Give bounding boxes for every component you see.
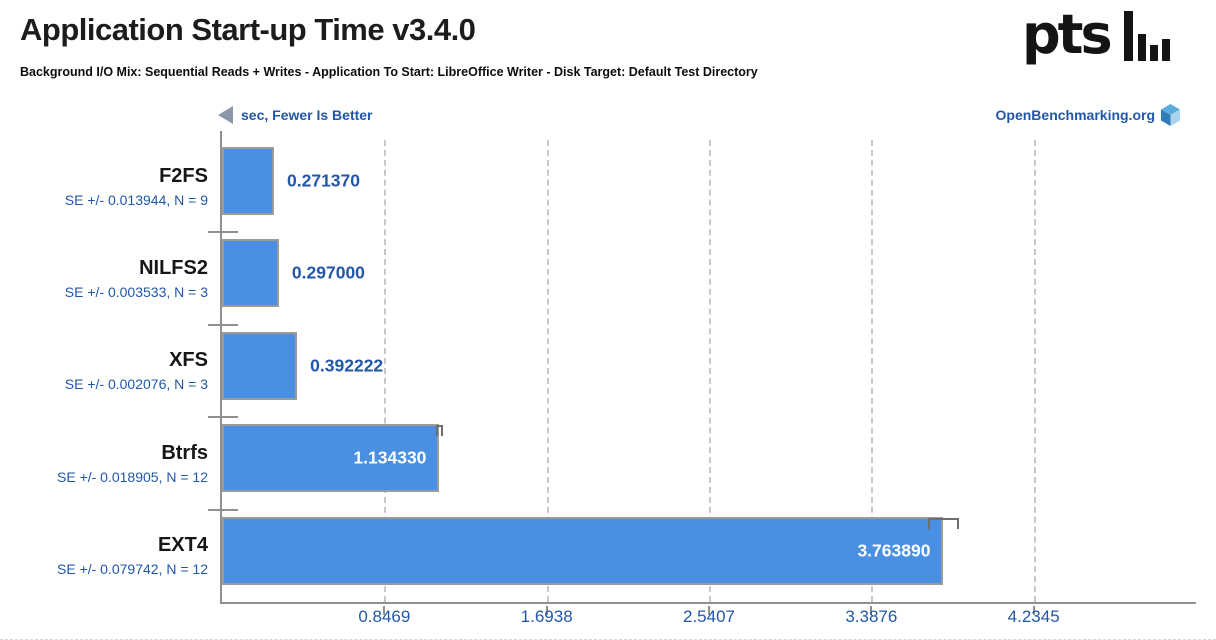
x-tick-label: 3.3876: [845, 607, 898, 626]
bar-value: 3.763890: [857, 540, 931, 561]
x-axis-tick: [383, 606, 386, 615]
x-axis-tick: [870, 606, 873, 615]
bar: [222, 147, 275, 215]
grid-line: [709, 140, 711, 602]
bar: 3.763890: [222, 516, 944, 585]
y-axis-tick: [208, 231, 238, 234]
bar-row: 0.297000: [222, 232, 1196, 324]
unit-note: sec, Fewer Is Better: [218, 106, 373, 124]
row-label: EXT4: [157, 534, 208, 557]
y-axis-tick: [208, 508, 238, 511]
grid-line: [546, 140, 549, 602]
row-label: NILFS2: [139, 257, 208, 280]
error-whisker: [435, 425, 444, 437]
bar-row: 1.134330: [222, 417, 1196, 509]
plot-area: 0.271370 0.297000 0.392222 1.134330 3.763890: [208, 131, 1196, 615]
x-axis-tick: [545, 606, 548, 615]
row-se-label: SE +/- 0.079742, N = 12: [57, 561, 208, 578]
error-whisker: [928, 517, 959, 529]
x-tick-label: 2.5407: [683, 607, 735, 626]
row-se-label: SE +/- 0.002076, N = 3: [64, 376, 208, 393]
bar-row: 0.392222: [222, 325, 1196, 417]
bar-row: 3.763890: [222, 510, 1196, 602]
grid-line: [384, 140, 387, 602]
x-tick-label: 4.2345: [1007, 607, 1060, 626]
left-arrow-icon: [218, 106, 233, 124]
bar-row: 0.271370: [222, 140, 1196, 232]
pts-logo: pts: [1022, 3, 1192, 75]
row-label: Btrfs: [161, 441, 208, 464]
openbenchmarking-cube-icon: [1161, 104, 1180, 126]
pts-logo-icon: pts: [1022, 3, 1170, 66]
bar: [222, 331, 298, 400]
row-label-block: XFS SE +/- 0.002076, N = 3: [0, 325, 208, 417]
y-axis-line: [220, 131, 222, 604]
x-axis-labels: 0.8469 1.6938 2.5407 3.3876 4.2345: [222, 607, 1196, 631]
x-tick-label: 0.8469: [358, 607, 411, 626]
grid-line: [871, 140, 874, 602]
chart-subtitle: Background I/O Mix: Sequential Reads + W…: [20, 65, 758, 79]
bar-value: 0.271370: [287, 170, 361, 191]
openbenchmarking-link[interactable]: OpenBenchmarking.org: [996, 104, 1180, 126]
x-axis-tick: [708, 606, 710, 615]
row-label-block: EXT4 SE +/- 0.079742, N = 12: [0, 510, 208, 602]
bar: [222, 239, 279, 308]
page-title: Application Start-up Time v3.4.0: [20, 12, 476, 47]
pts-logo-text: pts: [1024, 6, 1110, 66]
row-label-block: NILFS2 SE +/- 0.003533, N = 3: [0, 232, 208, 324]
x-tick-label: 1.6938: [520, 607, 573, 626]
row-label: F2FS: [159, 164, 208, 187]
row-label-block: F2FS SE +/- 0.013944, N = 9: [0, 140, 208, 232]
unit-note-label: sec, Fewer Is Better: [241, 107, 373, 123]
y-axis-tick: [208, 416, 238, 419]
row-label-block: Btrfs SE +/- 0.018905, N = 12: [0, 417, 208, 509]
bar-value: 0.392222: [310, 355, 384, 376]
bar: 1.134330: [222, 424, 440, 493]
row-se-label: SE +/- 0.018905, N = 12: [57, 468, 208, 485]
bar-value: 1.134330: [353, 447, 427, 468]
bar-value: 0.297000: [291, 262, 365, 283]
y-axis-tick: [208, 323, 238, 326]
row-se-label: SE +/- 0.003533, N = 3: [64, 284, 208, 301]
x-axis-tick: [1032, 606, 1035, 615]
row-labels: F2FS SE +/- 0.013944, N = 9 NILFS2 SE +/- 0…: [0, 140, 208, 602]
x-axis-line: [220, 602, 1196, 604]
grid-line: [1033, 140, 1036, 602]
row-se-label: SE +/- 0.013944, N = 9: [64, 191, 208, 208]
openbenchmarking-label: OpenBenchmarking.org: [995, 107, 1155, 123]
row-label: XFS: [169, 349, 208, 372]
